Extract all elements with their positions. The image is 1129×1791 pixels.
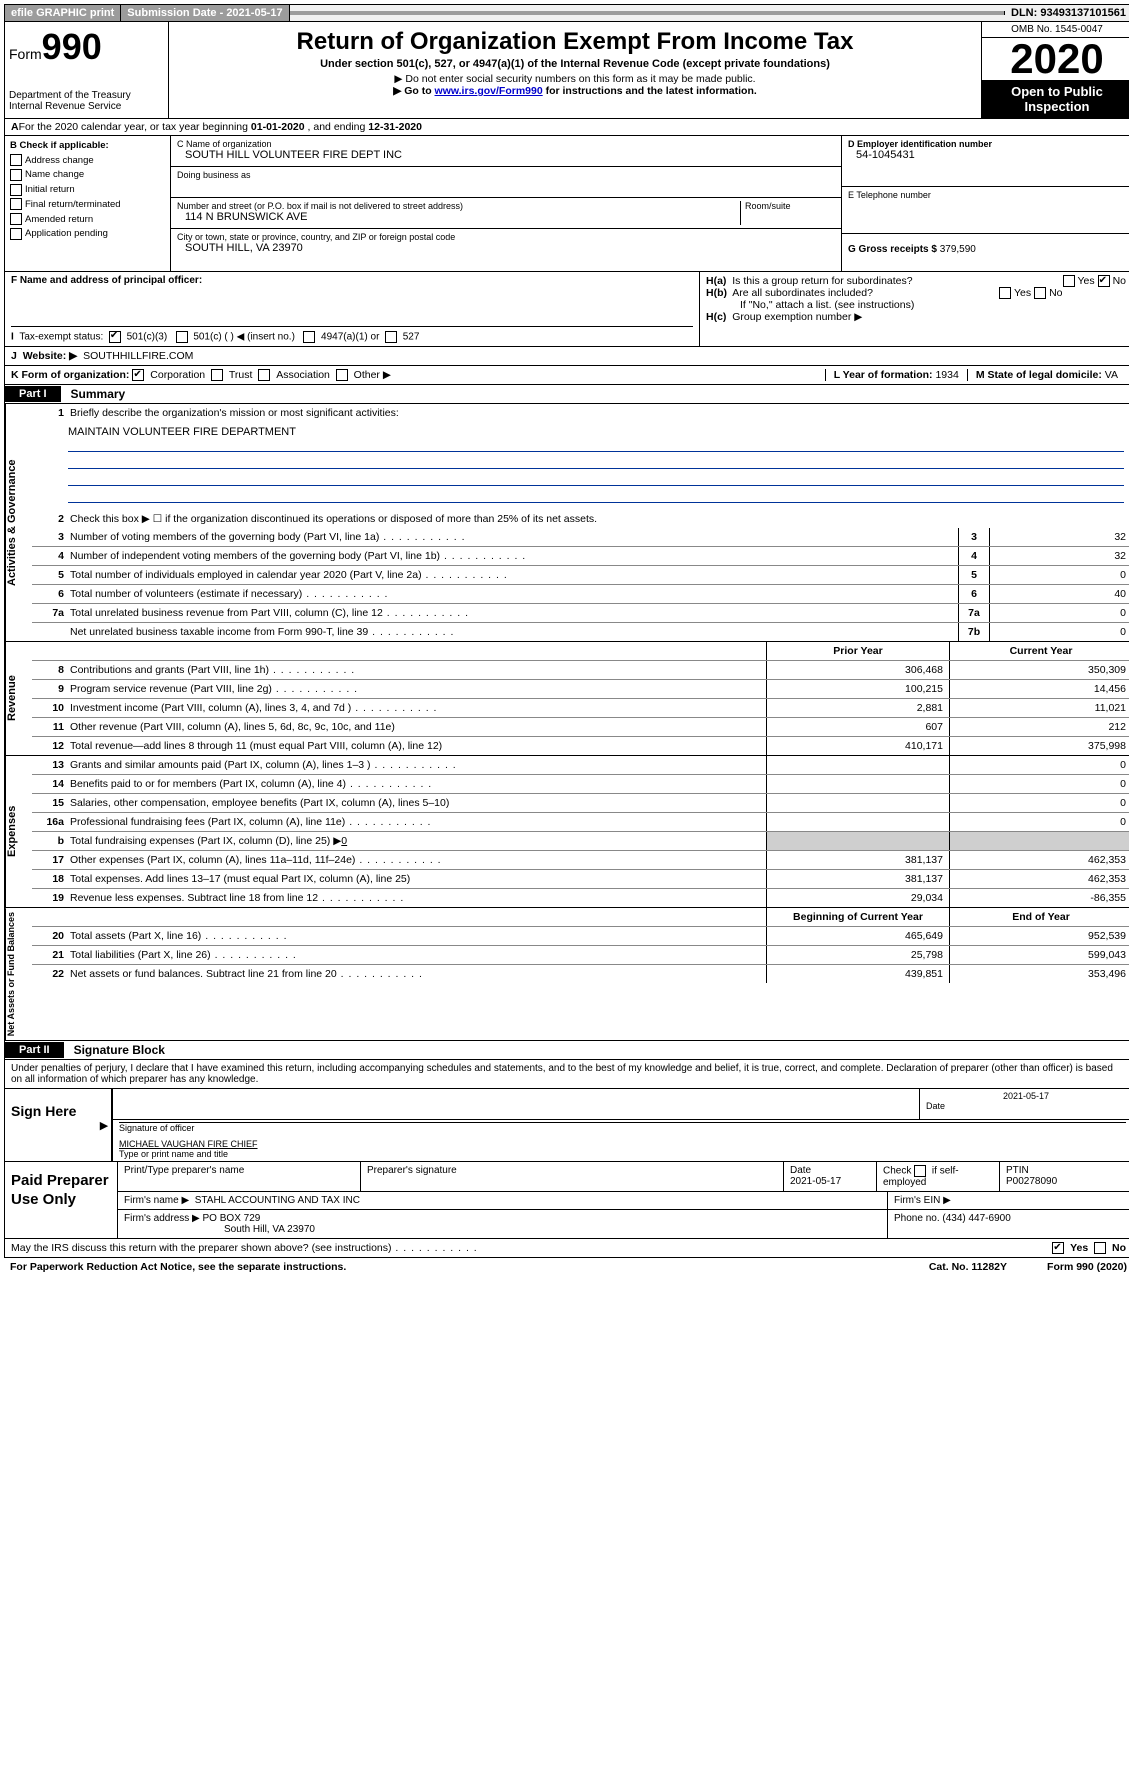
room-label: Room/suite	[745, 201, 835, 211]
ha-yes[interactable]	[1063, 275, 1075, 287]
part2-header: Part II Signature Block	[4, 1041, 1129, 1060]
net-assets-section: Net Assets or Fund Balances Beginning of…	[4, 908, 1129, 1041]
mission-text: MAINTAIN VOLUNTEER FIRE DEPARTMENT	[68, 426, 1124, 438]
paid-preparer-block: Paid Preparer Use Only Print/Type prepar…	[4, 1162, 1129, 1239]
ha-label: Is this a group return for subordinates?	[732, 275, 912, 287]
chk-4947[interactable]	[303, 331, 315, 343]
top-bar: efile GRAPHIC print Submission Date - 20…	[4, 4, 1129, 22]
chk-assoc[interactable]	[258, 369, 270, 381]
submission-date: Submission Date - 2021-05-17	[121, 5, 289, 21]
expenses-section: Expenses 13Grants and similar amounts pa…	[4, 756, 1129, 908]
chk-501c3[interactable]	[109, 331, 121, 343]
firm-name: STAHL ACCOUNTING AND TAX INC	[195, 1195, 360, 1206]
officer-label: F Name and address of principal officer:	[11, 275, 202, 286]
website-value: SOUTHHILLFIRE.COM	[83, 350, 193, 362]
chk-other[interactable]	[336, 369, 348, 381]
footer: For Paperwork Reduction Act Notice, see …	[4, 1258, 1129, 1276]
tax-year: 2020	[982, 38, 1129, 80]
city-label: City or town, state or province, country…	[177, 232, 835, 242]
chk-corp[interactable]	[132, 369, 144, 381]
chk-name[interactable]	[10, 169, 22, 181]
discuss-yes[interactable]	[1052, 1242, 1064, 1254]
hb-note: If "No," attach a list. (see instruction…	[706, 299, 1126, 311]
sign-here-block: Sign Here ▶ 2021-05-17 Date Signature of…	[4, 1089, 1129, 1162]
chk-527[interactable]	[385, 331, 397, 343]
tax-exempt-label: Tax-exempt status:	[19, 332, 103, 343]
ha-no[interactable]	[1098, 275, 1110, 287]
chk-self-emp[interactable]	[914, 1165, 926, 1177]
revenue-section: Revenue Prior YearCurrent Year 8Contribu…	[4, 642, 1129, 756]
hc-label: Group exemption number ▶	[732, 311, 862, 323]
sig-date: 2021-05-17	[926, 1091, 1126, 1101]
note-ssn: Do not enter social security numbers on …	[173, 73, 977, 85]
dln: DLN: 93493137101561	[1005, 5, 1129, 21]
hb-yes[interactable]	[999, 287, 1011, 299]
officer-group: F Name and address of principal officer:…	[4, 272, 1129, 347]
ptin: P00278090	[1006, 1176, 1057, 1187]
state-domicile: VA	[1105, 369, 1118, 381]
entity-info: B Check if applicable: Address change Na…	[4, 136, 1129, 272]
addr-label: Number and street (or P.O. box if mail i…	[177, 201, 740, 211]
officer-name: MICHAEL VAUGHAN FIRE CHIEF	[119, 1139, 1126, 1149]
form-subtitle: Under section 501(c), 527, or 4947(a)(1)…	[173, 58, 977, 70]
chk-address[interactable]	[10, 154, 22, 166]
form-title: Return of Organization Exempt From Incom…	[173, 28, 977, 56]
firm-addr2: South Hill, VA 23970	[124, 1224, 315, 1235]
note-goto: ▶ Go to www.irs.gov/Form990 for instruct…	[173, 85, 977, 97]
phone-label: E Telephone number	[848, 190, 1126, 200]
chk-amended[interactable]	[10, 213, 22, 225]
chk-trust[interactable]	[211, 369, 223, 381]
part1-header: Part I Summary	[4, 385, 1129, 404]
firm-addr1: PO BOX 729	[203, 1213, 261, 1224]
efile-button[interactable]: efile GRAPHIC print	[5, 5, 121, 21]
dba-label: Doing business as	[177, 170, 835, 180]
irs-link[interactable]: www.irs.gov/Form990	[435, 85, 543, 97]
website-row: J Website: ▶ SOUTHHILLFIRE.COM	[4, 347, 1129, 366]
discuss-no[interactable]	[1094, 1242, 1106, 1254]
gross-receipts: 379,590	[940, 244, 976, 255]
dept-label: Department of the Treasury Internal Reve…	[9, 90, 164, 112]
sign-arrow-icon: ▶	[97, 1089, 112, 1161]
row-a-tax-year: AFor the 2020 calendar year, or tax year…	[4, 119, 1129, 136]
prep-date: 2021-05-17	[790, 1176, 841, 1187]
form-header: Form990 Department of the Treasury Inter…	[4, 22, 1129, 119]
chk-501c[interactable]	[176, 331, 188, 343]
discuss-row: May the IRS discuss this return with the…	[4, 1239, 1129, 1258]
check-if-applicable: B Check if applicable: Address change Na…	[5, 136, 171, 271]
hb-label: Are all subordinates included?	[732, 287, 873, 299]
chk-initial[interactable]	[10, 184, 22, 196]
firm-phone: (434) 447-6900	[942, 1213, 1010, 1224]
city-state-zip: SOUTH HILL, VA 23970	[177, 242, 303, 254]
form-number: Form990	[9, 26, 164, 68]
open-public-badge: Open to Public Inspection	[982, 80, 1129, 118]
year-formation: 1934	[935, 369, 958, 381]
perjury-declaration: Under penalties of perjury, I declare th…	[4, 1060, 1129, 1089]
org-name-label: C Name of organization	[177, 139, 835, 149]
ein-label: D Employer identification number	[848, 139, 992, 149]
activities-governance: Activities & Governance 1Briefly describ…	[4, 404, 1129, 642]
chk-pending[interactable]	[10, 228, 22, 240]
klm-row: K Form of organization: Corporation Trus…	[4, 366, 1129, 385]
chk-final[interactable]	[10, 198, 22, 210]
org-name: SOUTH HILL VOLUNTEER FIRE DEPT INC	[177, 149, 402, 161]
ein-value: 54-1045431	[848, 149, 915, 161]
hb-no[interactable]	[1034, 287, 1046, 299]
gross-label: G Gross receipts $	[848, 244, 940, 255]
street-address: 114 N BRUNSWICK AVE	[177, 211, 307, 223]
